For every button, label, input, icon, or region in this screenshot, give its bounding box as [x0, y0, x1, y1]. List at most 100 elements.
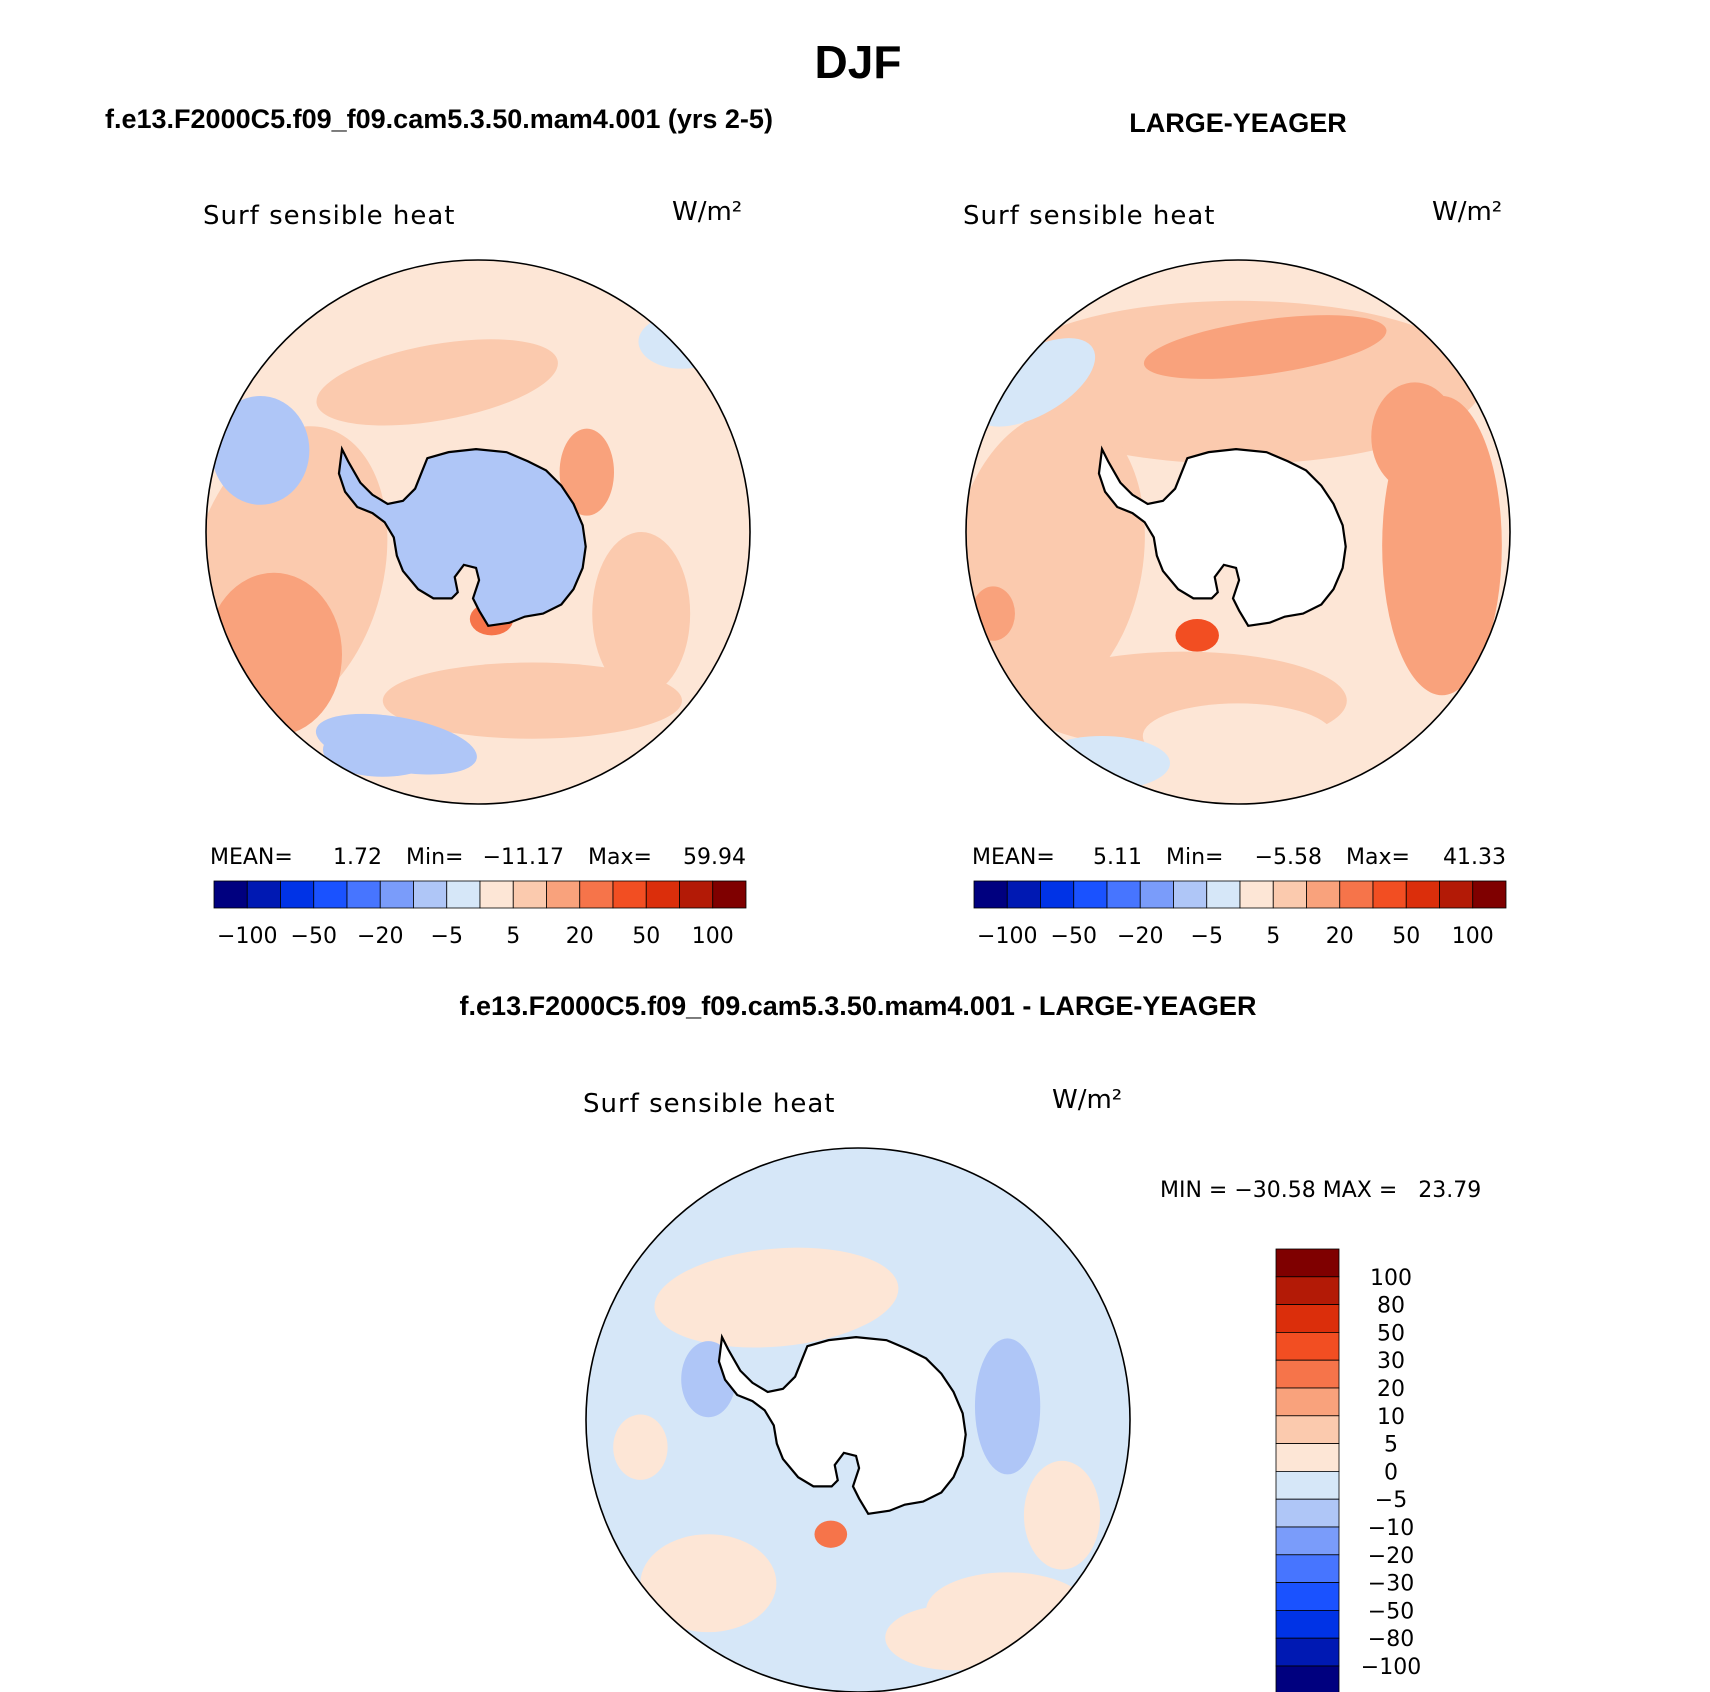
colorbar-tick-label: −10	[1368, 1516, 1414, 1541]
colorbar-bin	[1275, 1443, 1340, 1472]
panel-2: LARGE-YEAGER Surf sensible heat W/m² MEA…	[963, 108, 1511, 949]
colorbar-bin	[1106, 880, 1141, 909]
colorbar-bin	[413, 880, 448, 909]
panel-1-max-label: Max=	[588, 845, 652, 870]
colorbar-bin	[1040, 880, 1075, 909]
colorbar-bin	[1275, 1554, 1340, 1584]
panel-1-variable: Surf sensible heat	[203, 201, 455, 231]
colorbar-bin	[579, 880, 614, 909]
colorbar-bin	[1275, 1526, 1340, 1556]
colorbar-tick-label: −100	[217, 924, 277, 949]
colorbar-bin	[1275, 1276, 1340, 1306]
colorbar-tick-label: 0	[1384, 1460, 1398, 1485]
panel-2-min-value: −5.58	[1255, 845, 1322, 870]
colorbar-bin	[1275, 1359, 1340, 1389]
panel-1-min-label: Min=	[406, 845, 463, 870]
colorbar-tick-label: 20	[1377, 1377, 1405, 1402]
colorbar-bin	[479, 880, 514, 909]
field-patch	[1142, 703, 1334, 769]
panel-3: f.e13.F2000C5.f09_f09.cam5.3.50.mam4.001…	[460, 991, 1481, 1692]
colorbar-tick-label: −5	[1375, 1488, 1407, 1513]
colorbar-bin	[512, 880, 547, 909]
panel-2-map	[965, 259, 1511, 805]
colorbar-bin	[1275, 1610, 1340, 1639]
panel-1-colorbar: −100 −50 −20 −5 5 20 50 100	[213, 880, 747, 949]
colorbar-tick-label: 30	[1377, 1349, 1405, 1374]
colorbar-bin	[313, 880, 348, 909]
colorbar-bin	[973, 880, 1008, 909]
colorbar-tick-label: −5	[431, 924, 463, 949]
colorbar-tick-label: 20	[1326, 924, 1354, 949]
colorbar-tick-label: 50	[1392, 924, 1420, 949]
colorbar-bin	[1206, 880, 1241, 909]
colorbar-tick-label: 5	[1266, 924, 1280, 949]
panel-3-units: W/m²	[1052, 1085, 1122, 1115]
colorbar-bin	[645, 880, 680, 909]
panel-2-max-label: Max=	[1346, 845, 1410, 870]
colorbar-tick-label: 10	[1377, 1405, 1405, 1430]
colorbar-bin	[1275, 1582, 1340, 1611]
field-patch	[972, 338, 1096, 427]
colorbar-bin	[1275, 1498, 1340, 1528]
field-patch	[1371, 382, 1459, 492]
colorbar-tick-label: 100	[692, 924, 734, 949]
colorbar-bin	[213, 880, 248, 909]
colorbar-tick-label: −30	[1368, 1572, 1414, 1597]
colorbar-bin	[679, 880, 714, 909]
colorbar-bin	[1372, 880, 1407, 909]
colorbar-bin	[346, 880, 381, 909]
colorbar-bin	[1275, 1637, 1340, 1667]
colorbar-tick-label: −50	[291, 924, 337, 949]
field-patch	[640, 1534, 777, 1633]
panel-2-units: W/m²	[1432, 197, 1502, 227]
panel-3-map	[585, 1147, 1131, 1692]
colorbar-bin	[1439, 880, 1474, 909]
panel-1-title: f.e13.F2000C5.f09_f09.cam5.3.50.mam4.001…	[105, 104, 773, 134]
field-patch	[654, 1247, 899, 1348]
colorbar-tick-label: −20	[1117, 924, 1163, 949]
panel-1-map	[205, 259, 751, 805]
colorbar-bin	[1139, 880, 1174, 909]
field-patch	[592, 532, 691, 696]
colorbar-bin	[280, 880, 315, 909]
colorbar-bin	[612, 880, 647, 909]
colorbar-bin	[1275, 1415, 1340, 1445]
colorbar-bin	[446, 880, 481, 909]
field-patch	[613, 1414, 668, 1480]
panel-1-mean-value: 1.72	[333, 845, 382, 870]
panel-2-variable: Surf sensible heat	[963, 201, 1215, 231]
colorbar-tick-label: 5	[506, 924, 520, 949]
field-patch	[1143, 315, 1387, 379]
colorbar-tick-label: −100	[977, 924, 1037, 949]
colorbar-tick-label: −20	[1368, 1544, 1414, 1569]
field-patch	[1023, 1460, 1101, 1570]
panel-2-map-border	[965, 259, 1511, 805]
colorbar-tick-label: −80	[1368, 1627, 1414, 1652]
panel-1-field	[206, 260, 750, 804]
panel-1-units: W/m²	[672, 197, 742, 227]
colorbar-tick-label: −5	[1191, 924, 1223, 949]
colorbar-tick-label: −20	[357, 924, 403, 949]
panel-1-min-value: −11.17	[483, 845, 564, 870]
field-patch	[382, 662, 682, 739]
colorbar-bin	[1073, 880, 1108, 909]
colorbar-bin	[1275, 1248, 1340, 1278]
colorbar-bin	[1275, 1665, 1340, 1692]
colorbar-tick-label: −50	[1368, 1599, 1414, 1624]
colorbar-bin	[1239, 880, 1274, 909]
colorbar-bin	[712, 880, 747, 909]
colorbar-tick-label: 20	[566, 924, 594, 949]
panel-1: f.e13.F2000C5.f09_f09.cam5.3.50.mam4.001…	[105, 104, 773, 949]
page-title: DJF	[815, 36, 902, 88]
panel-3-field	[586, 1148, 1130, 1692]
panel-3-variable: Surf sensible heat	[583, 1089, 835, 1119]
colorbar-bin	[246, 880, 281, 909]
field-patch	[559, 428, 614, 516]
panel-2-title: LARGE-YEAGER	[1129, 108, 1347, 138]
colorbar-bin	[1272, 880, 1307, 909]
field-patch	[885, 1604, 1022, 1671]
panel-1-mean-label: MEAN=	[210, 845, 293, 870]
panel-2-mean-value: 5.11	[1093, 845, 1142, 870]
field-patch	[211, 396, 310, 505]
